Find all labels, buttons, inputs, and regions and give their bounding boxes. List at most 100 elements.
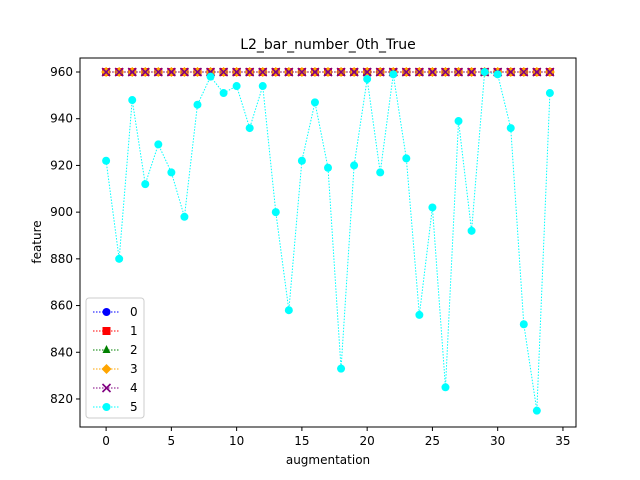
data-point xyxy=(323,67,333,77)
y-axis: 820 840 860 880 900 920 940 960 xyxy=(50,65,80,406)
plot-frame xyxy=(79,57,577,428)
data-point xyxy=(284,67,294,77)
legend-item: 3 xyxy=(93,362,138,376)
y-tick-label: 960 xyxy=(50,65,73,79)
data-point xyxy=(519,67,529,77)
legend: 0 1 2 3 4 5 xyxy=(85,297,145,419)
data-point xyxy=(389,70,398,79)
data-point xyxy=(427,67,437,77)
data-point xyxy=(219,89,228,98)
data-point xyxy=(127,67,137,77)
y-tick-label: 840 xyxy=(50,345,73,359)
data-point xyxy=(402,154,411,163)
x-tick-label: 25 xyxy=(425,434,440,448)
data-point xyxy=(337,364,346,373)
data-point xyxy=(102,156,111,165)
legend-label: 5 xyxy=(130,400,138,414)
data-point xyxy=(493,70,502,79)
series-5 xyxy=(102,68,554,415)
legend-item: 1 xyxy=(93,324,138,338)
data-point xyxy=(467,67,477,77)
data-point xyxy=(180,212,189,221)
x-tick-label: 10 xyxy=(229,434,244,448)
data-point xyxy=(141,180,150,189)
data-point xyxy=(114,67,124,77)
y-tick-label: 880 xyxy=(50,252,73,266)
data-point xyxy=(453,67,464,77)
data-point xyxy=(336,67,346,77)
data-point xyxy=(140,67,150,77)
data-point xyxy=(219,67,229,77)
data-point xyxy=(193,100,202,109)
data-point xyxy=(166,67,176,77)
data-point xyxy=(519,320,528,329)
data-point xyxy=(192,67,203,77)
legend-label: 3 xyxy=(130,362,138,376)
data-point xyxy=(440,67,451,77)
plot-series xyxy=(101,67,555,415)
data-point xyxy=(115,254,124,263)
data-point xyxy=(545,67,555,77)
data-point xyxy=(310,67,320,77)
data-point xyxy=(258,82,267,91)
data-point xyxy=(324,163,332,172)
data-point xyxy=(480,68,489,77)
data-point xyxy=(506,67,516,77)
legend-label: 1 xyxy=(130,324,138,338)
legend-label: 2 xyxy=(130,343,138,357)
data-point xyxy=(245,67,255,77)
data-point xyxy=(350,161,359,170)
data-point xyxy=(441,383,450,392)
legend-item: 4 xyxy=(93,381,138,395)
x-tick-label: 0 xyxy=(102,434,110,448)
data-point xyxy=(128,96,137,105)
legend-item: 0 xyxy=(93,305,138,319)
data-point xyxy=(101,67,111,77)
data-point xyxy=(154,140,163,149)
y-tick-label: 940 xyxy=(50,112,73,126)
data-point xyxy=(532,67,542,77)
y-tick-label: 860 xyxy=(50,299,73,313)
data-point xyxy=(375,67,385,77)
data-point xyxy=(310,98,319,107)
data-point xyxy=(467,226,476,235)
data-point xyxy=(428,203,437,212)
legend-marker xyxy=(102,403,111,411)
data-point xyxy=(363,75,372,84)
data-point xyxy=(376,168,385,177)
x-tick-label: 20 xyxy=(360,434,375,448)
y-tick-label: 900 xyxy=(50,205,73,219)
data-point xyxy=(232,67,242,77)
data-point xyxy=(545,89,554,98)
x-tick-label: 30 xyxy=(490,434,505,448)
legend-marker xyxy=(102,327,111,335)
data-point xyxy=(401,67,411,77)
legend-marker xyxy=(101,364,112,374)
x-tick-label: 15 xyxy=(294,434,309,448)
legend-label: 0 xyxy=(130,305,138,319)
data-point xyxy=(297,156,306,165)
legend-item: 5 xyxy=(93,400,138,414)
data-point xyxy=(271,208,280,217)
x-axis: 0 5 10 15 20 25 30 35 xyxy=(102,427,571,448)
data-point xyxy=(506,124,515,133)
data-point xyxy=(362,67,372,77)
data-point xyxy=(532,406,541,415)
data-point xyxy=(415,310,424,319)
series-line-5 xyxy=(105,71,551,411)
data-point xyxy=(258,67,268,77)
data-point xyxy=(179,67,189,77)
data-point xyxy=(414,67,424,77)
data-point xyxy=(284,306,293,315)
data-point xyxy=(297,67,307,77)
data-point xyxy=(271,67,281,77)
y-tick-label: 920 xyxy=(50,158,73,172)
x-axis-label: augmentation xyxy=(286,453,370,467)
data-point xyxy=(167,168,176,177)
x-tick-label: 5 xyxy=(168,434,176,448)
legend-marker xyxy=(102,345,111,353)
x-tick-label: 35 xyxy=(555,434,570,448)
data-point xyxy=(454,117,463,126)
data-point xyxy=(153,67,163,77)
